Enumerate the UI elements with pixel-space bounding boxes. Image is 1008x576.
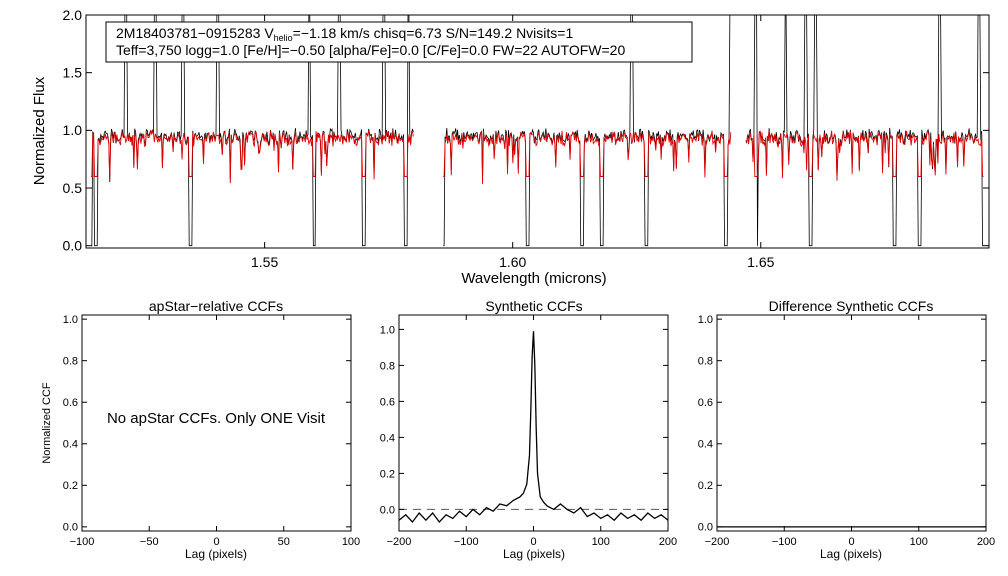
annotation-line-2: Teff=3,750 logg=1.0 [Fe/H]=−0.50 [alpha/… [116, 42, 625, 58]
vhelio-subscript: helio [274, 33, 293, 43]
annotation-box-frame [105, 21, 693, 63]
y-tick-label: 0.8 [380, 360, 395, 372]
vhelio-symbol: V [264, 25, 274, 41]
x-tick-label: −100 [70, 536, 95, 548]
x-tick-label: −200 [387, 536, 412, 548]
synthetic-ccf-plot-area [398, 331, 669, 524]
x-tick-label: 50 [278, 536, 290, 548]
spectrum-y-label: Normalized Flux [31, 76, 48, 185]
annotation-line-1: 2M18403781−0915283 Vhelio=−1.18 km/s chi… [116, 25, 573, 43]
difference-ccf-title: Difference Synthetic CCFs [769, 298, 934, 314]
y-tick-label: 0.8 [63, 356, 78, 368]
vhelio-value: =−1.18 km/s [293, 25, 370, 41]
spectrum-plot-area [90, 15, 984, 247]
spectrum-series-model [90, 129, 984, 184]
y-tick-label: 0.0 [63, 522, 78, 534]
x-tick-label: −200 [705, 536, 730, 548]
ccf-y-label: Normalized CCF [41, 382, 53, 464]
x-tick-label: 1.55 [251, 254, 278, 270]
difference-ccf-panel: Difference Synthetic CCFs −200 −100 0 100 20… [698, 298, 995, 561]
x-tick-label: 0 [213, 536, 219, 548]
y-tick-label: 0.0 [698, 522, 713, 534]
synthetic-ccf-x-label: Lag (pixels) [503, 547, 565, 561]
x-tick-label: 0 [848, 536, 854, 548]
y-tick-label: 0.0 [380, 504, 395, 516]
y-tick-label: 1.5 [63, 65, 83, 81]
apstar-ccf-axes: −100 −50 0 50 100 0.0 0.2 0.4 0.6 0.8 1.0 [63, 314, 360, 548]
no-ccf-message: No apStar CCFs. Only ONE Visit [107, 410, 326, 427]
y-tick-label: 0.2 [380, 468, 395, 480]
difference-ccf-axes: −200 −100 0 100 200 0.0 0.2 0.4 0.6 0.8 1.0 [698, 314, 995, 548]
synthetic-ccf-title: Synthetic CCFs [485, 298, 582, 314]
x-tick-label: 1.60 [499, 254, 526, 270]
y-tick-label: 0.6 [698, 397, 713, 409]
y-tick-label: 1.0 [63, 122, 83, 138]
y-tick-label: 1.0 [380, 324, 395, 336]
x-tick-label: 100 [910, 536, 928, 548]
x-tick-label: −100 [454, 536, 479, 548]
x-tick-label: 100 [592, 536, 610, 548]
y-tick-label: 0.5 [63, 180, 83, 196]
x-tick-label: 1.65 [747, 254, 774, 270]
spectrum-panel: 1.55 1.60 1.65 0.0 0.5 1.0 1.5 2.0 2M18403781−0… [31, 7, 990, 287]
nvisits-value: Nvisits=1 [516, 25, 573, 41]
synthetic-ccf-axes: −200 −100 0 100 200 0.0 0.2 0.4 0.6 0.8 1.0 [380, 315, 677, 548]
y-tick-label: 0.8 [698, 356, 713, 368]
snr-value: S/N=149.2 [446, 25, 513, 41]
y-tick-label: 2.0 [63, 7, 83, 23]
star-id: 2M18403781−0915283 [116, 25, 261, 41]
synthetic-ccf-panel: Synthetic CCFs −200 −100 0 100 200 0.0 0.2 0.4 0… [380, 298, 677, 561]
y-tick-label: 0.6 [63, 397, 78, 409]
chisq-value: chisq=6.73 [374, 25, 442, 41]
difference-ccf-frame [716, 314, 987, 532]
apstar-ccf-panel: apStar−relative CCFs −100 −50 0 50 100 0.0 0.2… [41, 298, 360, 561]
y-tick-label: 1.0 [63, 314, 78, 326]
x-tick-label: 100 [342, 536, 360, 548]
y-tick-label: 0.4 [380, 432, 395, 444]
y-tick-label: 0.2 [698, 480, 713, 492]
x-tick-label: −100 [772, 536, 797, 548]
y-tick-label: 0.2 [63, 480, 78, 492]
difference-ccf-x-label: Lag (pixels) [820, 547, 882, 561]
y-tick-label: 0.4 [63, 439, 78, 451]
x-tick-label: −50 [140, 536, 159, 548]
y-tick-label: 0.4 [698, 439, 713, 451]
spectrum-frame [85, 14, 990, 249]
spectrum-x-label: Wavelength (microns) [461, 270, 606, 287]
y-tick-label: 0.6 [380, 396, 395, 408]
x-tick-label: 200 [659, 536, 677, 548]
spectrum-axes: 1.55 1.60 1.65 0.0 0.5 1.0 1.5 2.0 [63, 7, 989, 270]
y-tick-label: 1.0 [698, 314, 713, 326]
x-tick-label: 0 [530, 536, 536, 548]
apstar-ccf-title: apStar−relative CCFs [149, 298, 283, 314]
spectrum-annotation-box: 2M18403781−0915283 Vhelio=−1.18 km/s chi… [105, 21, 693, 63]
spectrum-lines [90, 15, 984, 247]
synthetic-ccf-series [398, 331, 669, 524]
apstar-ccf-x-label: Lag (pixels) [185, 547, 247, 561]
x-tick-label: 200 [977, 536, 995, 548]
y-tick-label: 0.0 [63, 238, 83, 254]
